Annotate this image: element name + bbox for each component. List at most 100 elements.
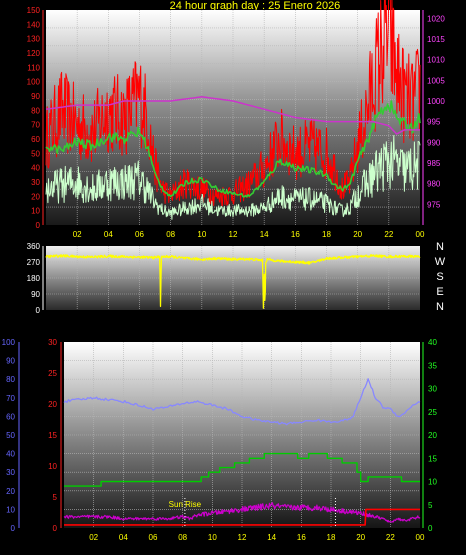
- y-green-tick-0: 0: [428, 524, 433, 533]
- uv-line: [64, 508, 420, 526]
- p3-x-tick-12: 12: [238, 533, 247, 542]
- y-tick-360: 360: [27, 242, 41, 251]
- y-blue-tick-0: 0: [11, 524, 16, 533]
- y-blue-tick-30: 30: [6, 468, 15, 477]
- y-red-tick-10: 10: [48, 462, 57, 471]
- temp-humidity-panel: Sun Rise01020304050607080901000510152025…: [2, 338, 438, 542]
- y-blue-tick-60: 60: [6, 412, 15, 421]
- y-green-tick-20: 20: [428, 431, 437, 440]
- y-right-tick-975: 975: [427, 200, 441, 209]
- p3-x-tick-18: 18: [327, 533, 336, 542]
- p1-x-tick-20: 20: [353, 230, 362, 239]
- y-green-tick-35: 35: [428, 361, 437, 370]
- y-red-tick-30: 30: [48, 338, 57, 347]
- compass-w-1: W: [435, 256, 446, 268]
- p3-x-tick-16: 16: [297, 533, 306, 542]
- p1-x-tick-22: 22: [384, 230, 393, 239]
- p1-x-tick-08: 08: [166, 230, 175, 239]
- p1-x-tick-02: 02: [73, 230, 82, 239]
- p3-x-tick-22: 22: [386, 533, 395, 542]
- p3-x-tick-10: 10: [208, 533, 217, 542]
- y-green-tick-10: 10: [428, 478, 437, 487]
- y-left-tick-130: 130: [27, 35, 41, 44]
- y-red-tick-15: 15: [48, 431, 57, 440]
- y-left-tick-150: 150: [27, 6, 41, 15]
- y-green-tick-5: 5: [428, 501, 433, 510]
- gust-line: [45, 0, 421, 207]
- p1-x-tick-16: 16: [291, 230, 300, 239]
- wind-avg-line: [45, 100, 421, 198]
- p3-x-tick-06: 06: [149, 533, 158, 542]
- y-left-tick-80: 80: [31, 106, 40, 115]
- y-right-tick-1000: 1000: [427, 97, 445, 106]
- y-left-tick-70: 70: [31, 121, 40, 130]
- y-red-tick-25: 25: [48, 369, 57, 378]
- wind-low-line: [45, 135, 421, 220]
- y-left-tick-100: 100: [27, 78, 41, 87]
- y-right-tick-990: 990: [427, 138, 441, 147]
- y-left-tick-20: 20: [31, 192, 40, 201]
- y-green-tick-25: 25: [428, 408, 437, 417]
- direction-line: [45, 253, 421, 309]
- humidity-line: [63, 378, 421, 426]
- temp-line: [64, 452, 420, 487]
- y-left-tick-60: 60: [31, 135, 40, 144]
- y-green-tick-40: 40: [428, 338, 437, 347]
- pressure-line: [45, 96, 420, 135]
- y-blue-tick-90: 90: [6, 357, 15, 366]
- p3-x-tick-08: 08: [178, 533, 187, 542]
- y-right-tick-1015: 1015: [427, 35, 445, 44]
- y-left-tick-50: 50: [31, 149, 40, 158]
- p1-x-tick-18: 18: [322, 230, 331, 239]
- y-right-tick-995: 995: [427, 118, 441, 127]
- y-left-tick-110: 110: [27, 63, 40, 72]
- y-green-tick-15: 15: [428, 454, 437, 463]
- y-red-tick-0: 0: [53, 524, 58, 533]
- p1-x-tick-00: 00: [416, 230, 425, 239]
- y-left-tick-0: 0: [36, 221, 41, 230]
- y-blue-tick-40: 40: [6, 450, 15, 459]
- p1-x-tick-06: 06: [135, 230, 144, 239]
- y-left-tick-140: 140: [27, 20, 41, 29]
- y-blue-tick-20: 20: [6, 487, 15, 496]
- y-blue-tick-70: 70: [6, 394, 15, 403]
- y-blue-tick-10: 10: [6, 505, 15, 514]
- compass-s-2: S: [436, 271, 443, 283]
- p3-x-tick-04: 04: [119, 533, 128, 542]
- y-tick-270: 270: [27, 258, 41, 267]
- y-left-tick-90: 90: [31, 92, 40, 101]
- compass-n-0: N: [436, 241, 444, 253]
- p3-x-tick-20: 20: [356, 533, 365, 542]
- p3-x-tick-14: 14: [267, 533, 276, 542]
- y-left-tick-120: 120: [27, 49, 41, 58]
- y-left-tick-30: 30: [31, 178, 40, 187]
- p1-x-tick-10: 10: [197, 230, 206, 239]
- chart-title: 24 hour graph day : 25 Enero 2026: [170, 0, 341, 12]
- y-blue-tick-50: 50: [6, 431, 15, 440]
- y-red-tick-5: 5: [53, 493, 58, 502]
- p1-x-tick-14: 14: [260, 230, 269, 239]
- y-tick-90: 90: [31, 290, 40, 299]
- y-right-tick-1010: 1010: [427, 56, 445, 65]
- y-right-tick-985: 985: [427, 159, 441, 168]
- compass-e-3: E: [436, 286, 443, 298]
- y-tick-0: 0: [36, 306, 41, 315]
- y-left-tick-10: 10: [31, 207, 40, 216]
- p1-x-tick-12: 12: [229, 230, 238, 239]
- y-left-tick-40: 40: [31, 164, 40, 173]
- y-red-tick-20: 20: [48, 400, 57, 409]
- compass-n-4: N: [436, 301, 444, 313]
- sunrise-label: Sun Rise: [169, 500, 202, 509]
- y-green-tick-30: 30: [428, 385, 437, 394]
- y-tick-180: 180: [27, 274, 41, 283]
- y-blue-tick-80: 80: [6, 375, 15, 384]
- y-right-tick-1005: 1005: [427, 76, 445, 85]
- y-blue-tick-100: 100: [2, 338, 16, 347]
- y-right-tick-1020: 1020: [427, 14, 445, 23]
- wind-pressure-panel: 0102030405060708090100110120130140150975…: [27, 0, 445, 239]
- p3-x-tick-02: 02: [89, 533, 98, 542]
- y-right-tick-980: 980: [427, 180, 441, 189]
- p3-x-tick-00: 00: [416, 533, 425, 542]
